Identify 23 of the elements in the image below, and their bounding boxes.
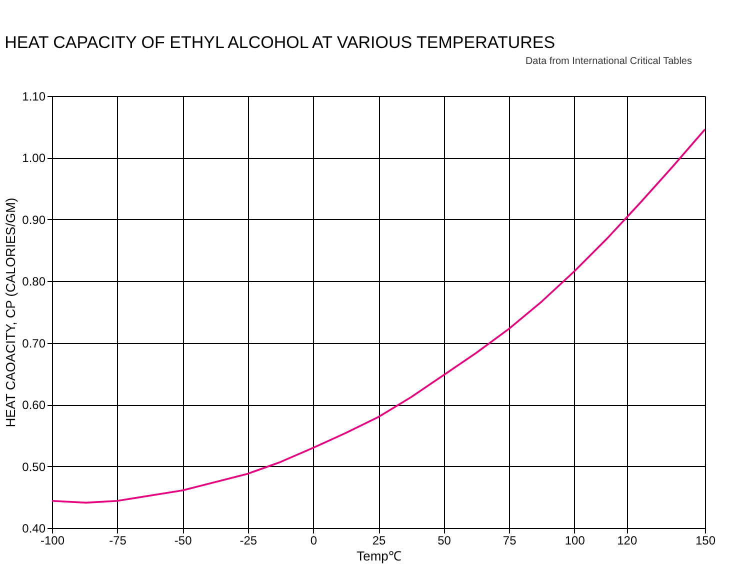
- y-tick-label: 1.00: [22, 151, 46, 166]
- chart-title: HEAT CAPACITY OF ETHYL ALCOHOL AT VARIOUS TEMPERATURES: [4, 33, 556, 52]
- y-axis-title: HEAT CAOACITY, CP (CALORIES/GM): [3, 198, 18, 428]
- x-axis-title: Temp℃: [356, 548, 402, 564]
- x-tick-label: -75: [109, 534, 127, 548]
- y-tick-label: 0.90: [22, 212, 46, 227]
- y-tick-label: 0.70: [22, 336, 46, 350]
- x-tick-label: 0: [310, 534, 318, 548]
- x-tick-label: 75: [502, 534, 517, 548]
- x-tick-label: 25: [372, 534, 386, 548]
- x-tick-label: -50: [174, 534, 192, 548]
- text: Data from International Critical Tables: [525, 56, 692, 67]
- y-tick-label: 0.60: [22, 398, 46, 412]
- x-tick-label: 120: [617, 534, 638, 548]
- x-tick-label: -100: [40, 534, 65, 548]
- x-tick-label: 100: [564, 534, 586, 548]
- y-tick-label: 0.50: [22, 460, 46, 474]
- y-tick-label: 0.40: [22, 522, 46, 536]
- y-tick-label: 0.80: [22, 274, 46, 289]
- x-tick-label: 150: [695, 534, 716, 548]
- x-tick-label: 50: [438, 534, 452, 548]
- x-tick-label: -25: [240, 534, 258, 548]
- y-tick-label: 1.10: [22, 90, 46, 104]
